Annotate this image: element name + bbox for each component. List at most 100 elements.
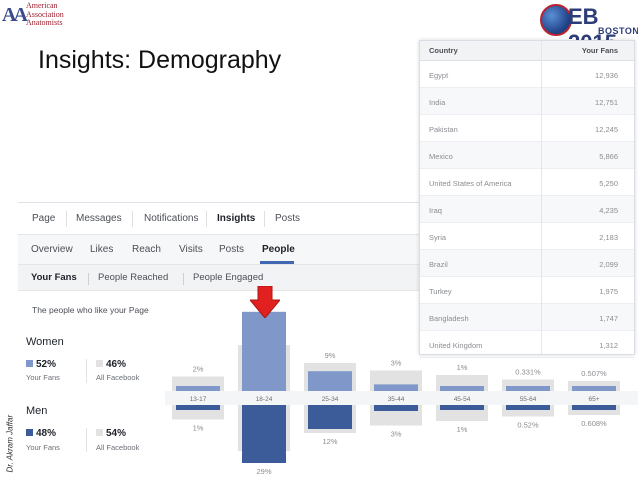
table-row: Mexico 5,866 bbox=[420, 142, 634, 169]
red-arrow-icon bbox=[250, 286, 280, 318]
subtab-overview[interactable]: Overview bbox=[31, 244, 73, 255]
women-your-fans-label: Your Fans bbox=[26, 373, 60, 382]
women-bar bbox=[374, 384, 418, 391]
country-cell: United Kingdom bbox=[429, 341, 483, 350]
fans-cell: 4,235 bbox=[599, 206, 618, 215]
country-cell: Egypt bbox=[429, 71, 449, 80]
women-data-label: 1% bbox=[457, 363, 468, 372]
all-facebook-bar-women bbox=[502, 379, 554, 391]
tab-page[interactable]: Page bbox=[32, 213, 56, 224]
fans-cell: 1,312 bbox=[599, 341, 618, 350]
fans-cell: 12,936 bbox=[595, 71, 618, 80]
women-bar bbox=[506, 386, 550, 391]
men-data-label: 1% bbox=[457, 425, 468, 434]
people-tab-people-reached[interactable]: People Reached bbox=[98, 272, 169, 283]
table-row: Turkey 1,975 bbox=[420, 277, 634, 304]
all-facebook-bar-men bbox=[502, 405, 554, 417]
men-bar bbox=[506, 405, 550, 410]
age-tick-label: 45-54 bbox=[454, 396, 471, 403]
table-row: Iraq 4,235 bbox=[420, 196, 634, 223]
men-all-facebook-label: All Facebook bbox=[96, 443, 140, 452]
fans-cell: 12,751 bbox=[595, 98, 618, 107]
table-row: Pakistan 12,245 bbox=[420, 115, 634, 142]
men-your-fans-label: Your Fans bbox=[26, 443, 60, 452]
tab-divider bbox=[183, 273, 184, 285]
women-bar bbox=[176, 386, 220, 391]
fans-cell: 1,975 bbox=[599, 287, 618, 296]
women-heading: Women bbox=[26, 336, 64, 348]
table-row: India 12,751 bbox=[420, 88, 634, 115]
tab-divider bbox=[66, 211, 67, 227]
all-facebook-swatch bbox=[96, 360, 103, 367]
country-cell: Mexico bbox=[429, 152, 453, 161]
women-bar bbox=[242, 311, 286, 391]
men-data-label: 0.52% bbox=[517, 421, 539, 430]
men-bar bbox=[440, 405, 484, 410]
column-divider bbox=[541, 41, 542, 354]
column-header-your-fans: Your Fans bbox=[581, 46, 618, 55]
country-cell: Brazil bbox=[429, 260, 448, 269]
aaa-logo-text: American Association Anatomists bbox=[26, 1, 64, 27]
facebook-insights-panel: Page Messages Notifications Insights Pos… bbox=[18, 202, 438, 474]
age-tick-label: 25-34 bbox=[322, 396, 339, 403]
page-main-tabs: Page Messages Notifications Insights Pos… bbox=[18, 203, 438, 235]
slide-title: Insights: Demography bbox=[38, 46, 282, 74]
subtab-people[interactable]: People bbox=[262, 244, 295, 255]
subtab-visits[interactable]: Visits bbox=[179, 244, 203, 255]
fans-cell: 2,099 bbox=[599, 260, 618, 269]
fans-cell: 5,250 bbox=[599, 179, 618, 188]
subtab-likes[interactable]: Likes bbox=[90, 244, 114, 255]
table-row: United Kingdom 1,312 bbox=[420, 331, 634, 358]
insights-sub-tabs: Overview Likes Reach Visits Posts People bbox=[18, 235, 438, 265]
tab-notifications[interactable]: Notifications bbox=[144, 213, 199, 224]
column-header-country: Country bbox=[429, 46, 458, 55]
men-bar bbox=[572, 405, 616, 410]
aaa-logo-mark: AA bbox=[2, 4, 28, 26]
table-row: Bangladesh 1,747 bbox=[420, 304, 634, 331]
women-bar bbox=[440, 386, 484, 391]
people-tab-people-engaged[interactable]: People Engaged bbox=[193, 272, 264, 283]
table-row: Syria 2,183 bbox=[420, 223, 634, 250]
age-axis-strip bbox=[165, 391, 638, 405]
men-data-label: 0.608% bbox=[581, 419, 607, 428]
table-row: Brazil 2,099 bbox=[420, 250, 634, 277]
men-bar bbox=[176, 405, 220, 410]
women-data-label: 3% bbox=[391, 359, 402, 368]
women-data-label: 0.507% bbox=[581, 369, 607, 378]
women-data-label: 0.331% bbox=[515, 368, 541, 377]
country-cell: Pakistan bbox=[429, 125, 458, 134]
men-heading: Men bbox=[26, 405, 48, 417]
age-tick-label: 18-24 bbox=[256, 396, 273, 403]
table-header: Country Your Fans bbox=[420, 41, 634, 61]
age-tick-label: 65+ bbox=[588, 396, 599, 403]
women-swatch bbox=[26, 360, 33, 367]
table-row: United States of America 5,250 bbox=[420, 169, 634, 196]
tab-divider bbox=[88, 273, 89, 285]
men-data-label: 12% bbox=[322, 437, 337, 446]
tab-messages[interactable]: Messages bbox=[76, 213, 122, 224]
age-tick-label: 13-17 bbox=[190, 396, 207, 403]
country-cell: Turkey bbox=[429, 287, 452, 296]
country-cell: Syria bbox=[429, 233, 447, 242]
subtab-reach[interactable]: Reach bbox=[132, 244, 161, 255]
women-all-facebook-label: All Facebook bbox=[96, 373, 140, 382]
men-all-facebook-value: 54% bbox=[96, 428, 126, 439]
people-tab-your-fans[interactable]: Your Fans bbox=[31, 272, 77, 283]
men-your-fans-value: 48% bbox=[26, 428, 56, 439]
fans-cell: 12,245 bbox=[595, 125, 618, 134]
country-cell: Iraq bbox=[429, 206, 442, 215]
women-all-facebook-value: 46% bbox=[96, 359, 126, 370]
tab-divider bbox=[264, 211, 265, 227]
age-tick-label: 35-44 bbox=[388, 396, 405, 403]
stat-divider bbox=[86, 359, 87, 383]
women-your-fans-value: 52% bbox=[26, 359, 56, 370]
men-data-label: 3% bbox=[391, 430, 402, 439]
stat-divider bbox=[86, 428, 87, 452]
people-tabs: Your Fans People Reached People Engaged bbox=[18, 265, 438, 291]
tab-posts[interactable]: Posts bbox=[275, 213, 301, 224]
subtab-posts[interactable]: Posts bbox=[219, 244, 245, 255]
table-row: Egypt 12,936 bbox=[420, 61, 634, 88]
women-data-label: 2% bbox=[193, 365, 204, 374]
tab-insights[interactable]: Insights bbox=[217, 213, 256, 224]
